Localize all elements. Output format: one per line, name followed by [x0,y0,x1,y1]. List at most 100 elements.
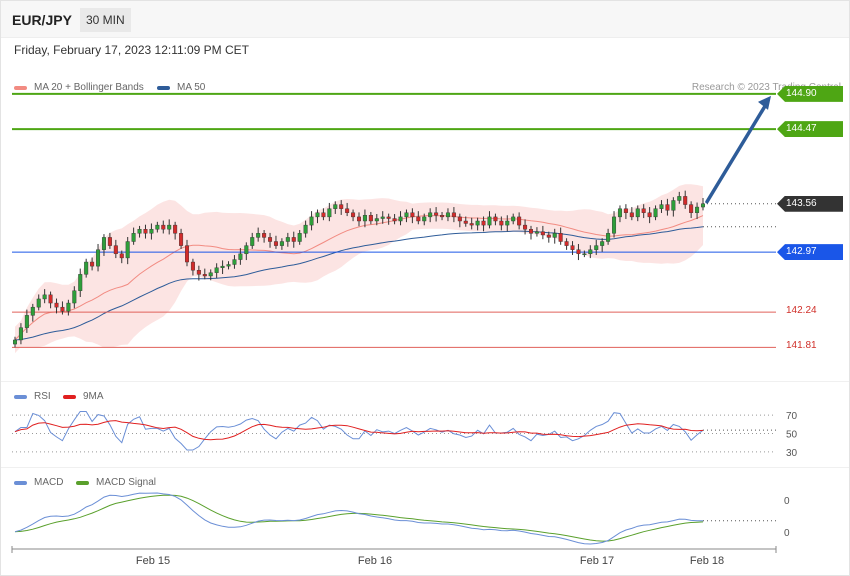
candle-body [279,241,284,246]
candle-body [380,216,385,219]
candle-body [451,212,456,218]
candle-body [398,216,403,222]
legend-ma20-bb: MA 20 + Bollinger Bands [14,82,144,93]
candle-body [612,216,617,234]
legend-rsi: RSI [14,391,51,402]
candle-body [511,216,516,222]
candle-body [285,237,290,242]
candle-body [273,241,278,246]
candle-body [689,204,694,213]
candle-body [42,294,47,300]
candle-body [665,204,670,211]
level-tag-144-90: 144.90 [777,85,843,102]
rsi-9ma-swatch [63,394,76,399]
candle-body [422,216,427,222]
candle-body [695,206,700,213]
candle-body [523,224,528,230]
candle-body [297,233,302,242]
macd-signal-swatch [76,480,89,485]
candle-body [552,233,557,238]
candle-body [564,241,569,246]
candle-body [493,216,498,222]
candle-body [18,327,23,341]
projection-arrow-head [758,95,771,110]
ma20-legend-label: MA 20 + Bollinger Bands [34,82,144,93]
candle-body [600,241,605,246]
candle-body [291,237,296,242]
candle-body [440,215,445,218]
rsi-swatch [14,394,27,399]
macd-signal-legend-label: MACD Signal [96,477,157,488]
candle-body [78,274,83,291]
rsi-9ma-line [14,420,704,441]
candle-body [143,229,148,234]
candle-body [90,261,95,267]
projection-arrow-shaft [705,101,769,204]
symbol-title: EUR/JPY [12,12,72,28]
candle-body [529,229,534,234]
x-tick-label: Feb 17 [580,555,614,567]
candle-body [683,196,688,205]
macd-signal-line [14,494,704,542]
candle-body [345,208,350,213]
candle-body [96,249,101,267]
candle-body [238,253,243,260]
candle-body [641,208,646,213]
candle-body [333,204,338,209]
price-panel-separator [1,381,849,382]
candle-body [701,203,706,208]
candle-body [24,315,29,328]
candles-group [12,190,706,348]
candle-body [214,267,219,273]
macd-line [14,492,703,545]
candle-body [629,212,634,218]
candle-body [131,233,136,242]
macd-swatch [14,480,27,485]
candle-body [351,212,356,218]
candle-body [617,208,622,218]
candle-body [119,253,124,259]
candle-body [256,233,261,238]
candle-body [517,216,522,226]
macd-tick-label: 0 [784,496,790,507]
timeframe-button[interactable]: 30 MIN [80,8,131,32]
candle-body [60,306,65,312]
candle-body [226,264,231,267]
candle-body [262,233,267,238]
candle-body [623,208,628,213]
header-bar: EUR/JPY 30 MIN [1,1,849,38]
candle-body [374,218,379,222]
candle-body [72,290,77,304]
candle-body [647,212,652,218]
candle-body [534,231,539,234]
macd-tick-label: 0 [784,528,790,539]
candle-body [208,272,213,277]
legend-ma50: MA 50 [157,82,205,93]
ma20-line [14,214,704,341]
candle-body [540,231,545,236]
candle-body [487,216,492,226]
candle-body [190,261,195,271]
candle-body [653,208,658,218]
candle-body [469,223,474,226]
candle-body [339,204,344,209]
candle-body [30,306,35,316]
legend-macd-signal: MACD Signal [76,477,156,488]
candle-body [137,229,142,234]
candle-body [101,237,106,250]
candle-body [220,265,225,268]
candle-body [386,216,391,219]
candle-body [179,233,184,246]
candle-body [481,220,486,226]
candle-body [677,196,682,201]
rsi-tick-label: 70 [786,411,798,422]
level-tag-142-24: 142.24 [786,305,817,317]
candle-body [161,224,166,230]
candle-body [36,298,41,308]
rsi-legend-label: RSI [34,391,51,402]
candle-body [368,215,373,222]
bollinger-band [15,184,703,354]
ma50-swatch [157,85,170,90]
macd-legend-label: MACD [34,477,64,488]
